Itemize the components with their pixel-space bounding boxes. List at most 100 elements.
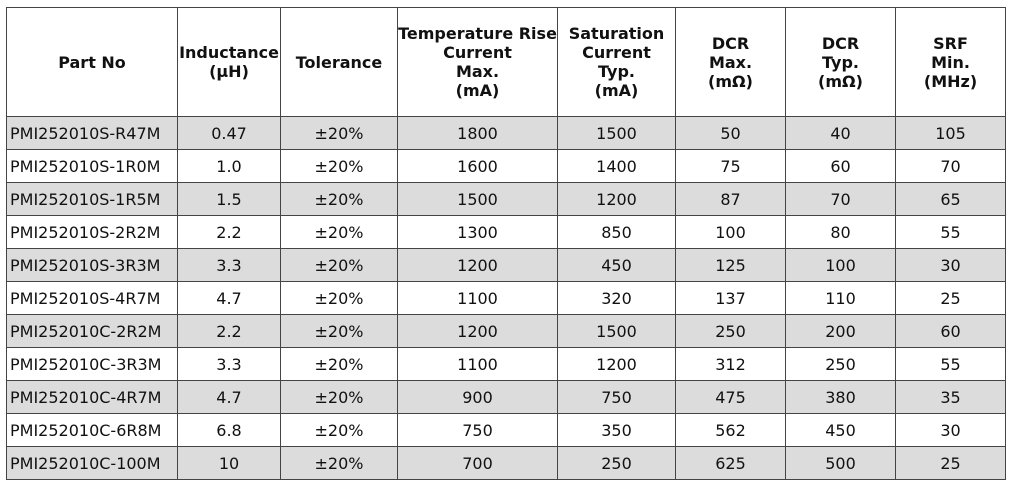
cell-dcr-typ: 380 [785, 380, 896, 414]
column-header-line: SRF [933, 33, 968, 53]
cell-temperature-rise-current: 1200 [397, 248, 558, 282]
column-header-line: (μH) [209, 62, 249, 81]
column-header-line: Current [443, 43, 512, 62]
column-header-line: Current [582, 43, 651, 62]
cell-temperature-rise-current: 700 [397, 446, 558, 480]
cell-saturation-current: 350 [557, 413, 676, 447]
cell-inductance: 2.2 [177, 314, 281, 348]
cell-part-no: PMI252010C-3R3M [6, 347, 178, 381]
cell-temperature-rise-current: 1100 [397, 347, 558, 381]
cell-dcr-max: 50 [675, 116, 786, 150]
cell-dcr-max: 625 [675, 446, 786, 480]
cell-tolerance: ±20% [280, 116, 398, 150]
column-header-line: Part No [58, 52, 126, 72]
table-row: PMI252010C-3R3M 3.3 ±20% 1100 1200 312 250 55 [6, 347, 1006, 381]
cell-part-no: PMI252010C-4R7M [6, 380, 178, 414]
column-header-dcr-max: DCR Max. (mΩ) [675, 7, 786, 117]
table-row: PMI252010S-R47M 0.47 ±20% 1800 1500 50 40 105 [6, 116, 1006, 150]
column-header-line: Saturation [568, 24, 665, 43]
cell-temperature-rise-current: 1500 [397, 182, 558, 216]
cell-dcr-typ: 500 [785, 446, 896, 480]
column-header-saturation-current: Saturation Current Typ. (mA) [557, 7, 676, 117]
table-row: PMI252010S-1R0M 1.0 ±20% 1600 1400 75 60 70 [6, 149, 1006, 183]
table-row: PMI252010S-1R5M 1.5 ±20% 1500 1200 87 70 65 [6, 182, 1006, 216]
column-header-line: Temperature Rise [398, 24, 557, 43]
cell-saturation-current: 1500 [557, 314, 676, 348]
cell-tolerance: ±20% [280, 215, 398, 249]
cell-tolerance: ±20% [280, 347, 398, 381]
column-header-line: DCR [711, 33, 750, 53]
cell-temperature-rise-current: 1100 [397, 281, 558, 315]
table-row: PMI252010S-4R7M 4.7 ±20% 1100 320 137 110 25 [6, 281, 1006, 315]
cell-inductance: 4.7 [177, 281, 281, 315]
cell-dcr-typ: 110 [785, 281, 896, 315]
cell-temperature-rise-current: 750 [397, 413, 558, 447]
cell-tolerance: ±20% [280, 281, 398, 315]
cell-srf-min: 105 [895, 116, 1006, 150]
cell-dcr-typ: 60 [785, 149, 896, 183]
cell-temperature-rise-current: 1200 [397, 314, 558, 348]
inductor-spec-table: Part No Inductance (μH) Tolerance Temperatur… [6, 7, 1006, 480]
table-row: PMI252010C-100M 10 ±20% 700 250 625 500 25 [6, 446, 1006, 480]
cell-temperature-rise-current: 1800 [397, 116, 558, 150]
column-header-line: Max. [708, 52, 753, 72]
column-header-line: (mA) [455, 81, 500, 100]
cell-srf-min: 25 [895, 446, 1006, 480]
cell-part-no: PMI252010C-2R2M [6, 314, 178, 348]
table-row: PMI252010C-4R7M 4.7 ±20% 900 750 475 380 35 [6, 380, 1006, 414]
cell-temperature-rise-current: 1300 [397, 215, 558, 249]
cell-dcr-max: 75 [675, 149, 786, 183]
column-header-inductance: Inductance (μH) [177, 7, 281, 117]
cell-dcr-max: 312 [675, 347, 786, 381]
cell-part-no: PMI252010S-R47M [6, 116, 178, 150]
column-header-line: Typ. [822, 52, 859, 72]
column-header-line: Inductance [179, 43, 279, 62]
table-body: PMI252010S-R47M 0.47 ±20% 1800 1500 50 40 105 PM… [6, 116, 1006, 480]
cell-saturation-current: 750 [557, 380, 676, 414]
cell-temperature-rise-current: 1600 [397, 149, 558, 183]
cell-saturation-current: 1200 [557, 347, 676, 381]
cell-srf-min: 25 [895, 281, 1006, 315]
cell-tolerance: ±20% [280, 314, 398, 348]
cell-srf-min: 65 [895, 182, 1006, 216]
column-header-line: (mΩ) [818, 71, 863, 91]
cell-srf-min: 55 [895, 347, 1006, 381]
column-header-line: (mΩ) [708, 71, 753, 91]
cell-srf-min: 35 [895, 380, 1006, 414]
cell-dcr-max: 100 [675, 215, 786, 249]
cell-dcr-max: 87 [675, 182, 786, 216]
cell-part-no: PMI252010C-100M [6, 446, 178, 480]
cell-inductance: 4.7 [177, 380, 281, 414]
cell-inductance: 1.0 [177, 149, 281, 183]
cell-part-no: PMI252010S-4R7M [6, 281, 178, 315]
cell-saturation-current: 250 [557, 446, 676, 480]
cell-inductance: 0.47 [177, 116, 281, 150]
column-header-part-no: Part No [6, 7, 178, 117]
table-row: PMI252010C-2R2M 2.2 ±20% 1200 1500 250 200 60 [6, 314, 1006, 348]
cell-part-no: PMI252010S-1R0M [6, 149, 178, 183]
cell-tolerance: ±20% [280, 248, 398, 282]
column-header-line: Max. [455, 62, 500, 81]
cell-part-no: PMI252010S-1R5M [6, 182, 178, 216]
cell-dcr-typ: 450 [785, 413, 896, 447]
cell-srf-min: 55 [895, 215, 1006, 249]
cell-saturation-current: 1500 [557, 116, 676, 150]
inductor-spec-table-container: Part No Inductance (μH) Tolerance Temperatur… [6, 7, 1006, 480]
cell-dcr-max: 475 [675, 380, 786, 414]
column-header-line: Tolerance [295, 52, 383, 72]
column-header-line: (MHz) [923, 71, 978, 91]
column-header-dcr-typ: DCR Typ. (mΩ) [785, 7, 896, 117]
cell-inductance: 6.8 [177, 413, 281, 447]
cell-srf-min: 30 [895, 248, 1006, 282]
cell-part-no: PMI252010C-6R8M [6, 413, 178, 447]
cell-part-no: PMI252010S-3R3M [6, 248, 178, 282]
cell-saturation-current: 450 [557, 248, 676, 282]
table-row: PMI252010S-3R3M 3.3 ±20% 1200 450 125 100 30 [6, 248, 1006, 282]
column-header-line: Typ. [598, 62, 635, 81]
cell-temperature-rise-current: 900 [397, 380, 558, 414]
cell-tolerance: ±20% [280, 182, 398, 216]
column-header-srf-min: SRF Min. (MHz) [895, 7, 1006, 117]
cell-tolerance: ±20% [280, 149, 398, 183]
cell-saturation-current: 850 [557, 215, 676, 249]
cell-part-no: PMI252010S-2R2M [6, 215, 178, 249]
